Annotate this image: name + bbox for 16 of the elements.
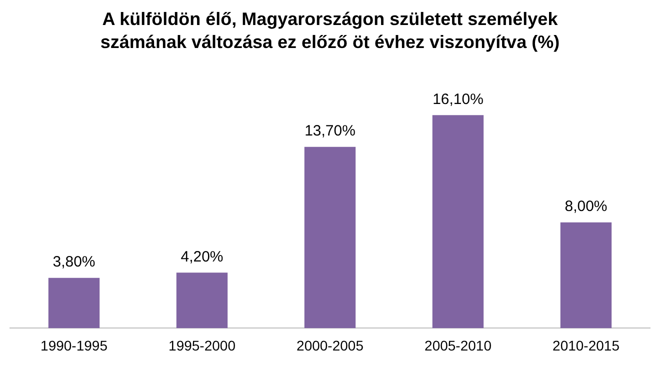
bar [48, 278, 100, 328]
x-tick-label: 1995-2000 [168, 337, 236, 354]
bar [560, 222, 612, 328]
x-tick-label: 2005-2010 [424, 337, 492, 354]
x-tick-label: 2010-2015 [552, 337, 620, 354]
chart-title: A külföldön élő, Magyarországon született személyek számának változása ez előző öt évhez viszonyítva (%) [99, 8, 561, 54]
data-label: 16,10% [432, 90, 484, 108]
data-label: 3,80% [52, 254, 96, 271]
bar [304, 146, 356, 328]
bar [432, 115, 484, 328]
data-label: 4,20% [180, 248, 224, 266]
x-tick-label: 2000-2005 [296, 337, 364, 354]
data-label: 13,70% [304, 122, 356, 140]
x-tick-label: 1990-1995 [40, 337, 108, 354]
data-label: 8,00% [564, 198, 608, 215]
bar [176, 272, 228, 328]
